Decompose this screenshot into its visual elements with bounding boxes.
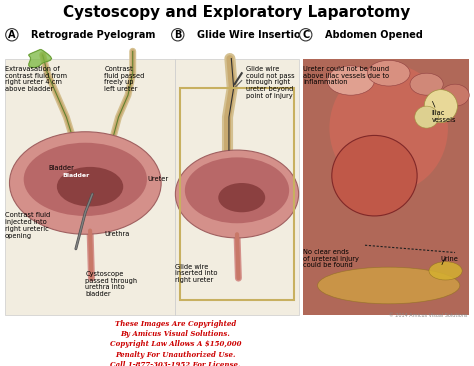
Text: Contrast
fluid passed
freely up
left ureter: Contrast fluid passed freely up left ure… (104, 66, 145, 92)
Text: Contrast fluid
injected into
right ureteric
opening: Contrast fluid injected into right urete… (5, 212, 50, 239)
Text: Glide wire
could not pass
through right
ureter beyond
point of injury: Glide wire could not pass through right … (246, 66, 295, 99)
Text: Cystoscope
passed through
urethra into
bladder: Cystoscope passed through urethra into b… (85, 271, 137, 297)
Text: Abdomen Opened: Abdomen Opened (325, 30, 422, 40)
FancyBboxPatch shape (175, 59, 299, 315)
Ellipse shape (24, 143, 147, 216)
Ellipse shape (429, 262, 462, 280)
Ellipse shape (332, 135, 417, 216)
Text: These Images Are Copyrighted
By Amicus Visual Solutions.
Copyright Law Allows A : These Images Are Copyrighted By Amicus V… (109, 320, 241, 366)
Text: Urethra: Urethra (104, 231, 130, 236)
Text: Ureter could not be found
above iliac vessels due to
inflammation: Ureter could not be found above iliac ve… (303, 66, 390, 85)
Text: Bladder: Bladder (62, 173, 90, 178)
Ellipse shape (410, 73, 443, 95)
Text: C: C (302, 30, 310, 40)
Text: © 2014 Amicus Visual Solutions: © 2014 Amicus Visual Solutions (389, 313, 467, 318)
Ellipse shape (441, 84, 469, 106)
Text: Glide Wire Insertion: Glide Wire Insertion (197, 30, 307, 40)
Ellipse shape (367, 60, 410, 86)
Ellipse shape (329, 64, 448, 192)
Ellipse shape (9, 132, 161, 234)
FancyBboxPatch shape (303, 59, 469, 315)
Ellipse shape (218, 183, 265, 212)
Text: B: B (174, 30, 182, 40)
Ellipse shape (327, 66, 374, 95)
Text: No clear ends
of ureteral injury
could be found: No clear ends of ureteral injury could b… (303, 249, 359, 268)
Ellipse shape (57, 167, 123, 206)
Ellipse shape (318, 267, 460, 304)
Ellipse shape (185, 157, 289, 223)
Text: Cystoscopy and Exploratory Laparotomy: Cystoscopy and Exploratory Laparotomy (64, 5, 410, 20)
Ellipse shape (175, 150, 299, 238)
Text: Urine: Urine (441, 256, 459, 262)
Ellipse shape (424, 90, 457, 123)
FancyBboxPatch shape (5, 59, 175, 315)
Text: Extravasation of
contrast fluid from
right ureter 4 cm
above bladder: Extravasation of contrast fluid from rig… (5, 66, 67, 92)
Text: Retrograde Pyelogram: Retrograde Pyelogram (31, 30, 155, 40)
Text: Iliac
vessels: Iliac vessels (431, 110, 456, 123)
Text: Ureter: Ureter (147, 176, 168, 182)
Text: Bladder: Bladder (49, 165, 74, 171)
Text: Glide wire
inserted into
right ureter: Glide wire inserted into right ureter (175, 264, 218, 283)
Text: A: A (8, 30, 16, 40)
Ellipse shape (415, 106, 438, 128)
Polygon shape (29, 50, 52, 68)
